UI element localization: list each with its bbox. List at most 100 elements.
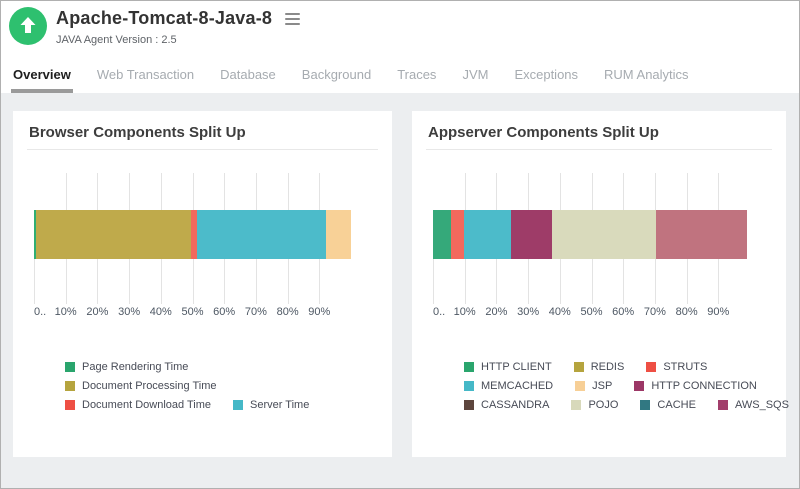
axis-tick-label: 90%	[308, 306, 331, 318]
axis-tick-label: 70%	[244, 306, 267, 318]
legend-label: POJO	[588, 399, 619, 411]
title-divider	[426, 149, 772, 150]
legend-item-cassandra[interactable]: CASSANDRA	[464, 399, 549, 411]
legend-label: MEMCACHED	[481, 380, 554, 392]
title-divider	[27, 149, 378, 150]
axis-tick-label: 20%	[86, 306, 109, 318]
bar-segment-page-rendering-time[interactable]	[34, 210, 36, 259]
tab-overview[interactable]: Overview	[11, 67, 73, 93]
chart-legend: HTTP CLIENT REDIS STRUTS MEMCACHED JSP HTTP C…	[464, 361, 789, 411]
legend-label: STRUTS	[663, 361, 708, 373]
app-header: Apache-Tomcat-8-Java-8 JAVA Agent Versio…	[1, 1, 799, 58]
page-title: Apache-Tomcat-8-Java-8	[56, 8, 273, 28]
legend-swatch	[65, 400, 75, 410]
axis-tick-label: 30%	[118, 306, 141, 318]
legend-swatch	[65, 362, 75, 372]
browser-components-card: Browser Components Split Up 0.. 10% 20% 30%…	[13, 111, 392, 457]
bar-segment-server-time[interactable]	[196, 210, 326, 259]
legend-label: REDIS	[590, 361, 625, 373]
legend-item-document-processing-time[interactable]: Document Processing Time	[65, 380, 217, 392]
axis-tick-label: 90%	[707, 306, 730, 318]
axis-tick-label: 50%	[181, 306, 204, 318]
legend-item-http-connection[interactable]: HTTP CONNECTION	[634, 380, 757, 392]
legend-swatch	[634, 381, 645, 391]
legend-row: Document Processing Time	[65, 380, 392, 392]
tab-bar: Overview Web Transaction Database Backgr…	[1, 58, 799, 93]
axis-zero-tick	[433, 259, 434, 304]
legend-item-server-time[interactable]: Server Time	[233, 399, 309, 411]
bar-segment-http-connection[interactable]	[510, 210, 552, 259]
axis-tick-label: 80%	[276, 306, 299, 318]
legend-label: Document Download Time	[82, 399, 212, 411]
legend-swatch	[233, 400, 244, 410]
axis-tick-label: 40%	[548, 306, 571, 318]
legend-swatch	[464, 362, 474, 372]
bar-segment-struts[interactable]	[451, 210, 465, 259]
legend-item-struts[interactable]: STRUTS	[646, 361, 707, 373]
axis-zero-tick	[34, 259, 35, 304]
tab-rum-analytics[interactable]: RUM Analytics	[604, 67, 689, 82]
chart-legend: Page Rendering Time Document Processing T…	[65, 361, 392, 411]
bar-segment-pojo[interactable]	[551, 210, 656, 259]
chart-title: Appserver Components Split Up	[428, 124, 659, 141]
dashboard-content: Browser Components Split Up 0.. 10% 20% 30%…	[1, 93, 799, 488]
tab-jvm[interactable]: JVM	[462, 67, 489, 82]
bar-segment-http-client[interactable]	[433, 210, 452, 259]
legend-item-redis[interactable]: REDIS	[573, 361, 625, 373]
axis-tick-label: 10%	[54, 306, 77, 318]
legend-swatch	[575, 381, 586, 391]
axis-tick-label: 50%	[580, 306, 603, 318]
legend-item-http-client[interactable]: HTTP CLIENT	[464, 361, 552, 373]
axis-tick-label: 20%	[485, 306, 508, 318]
legend-item-jsp[interactable]: JSP	[575, 380, 612, 392]
appserver-components-card: Appserver Components Split Up 0.. 10% 20% 3…	[412, 111, 789, 457]
legend-row: MEMCACHED JSP HTTP CONNECTION	[464, 380, 786, 392]
axis-tick-label: 0..	[433, 306, 446, 318]
tab-traces[interactable]: Traces	[397, 67, 437, 82]
tab-background[interactable]: Background	[301, 67, 372, 82]
legend-item-document-download-time[interactable]: Document Download Time	[65, 399, 211, 411]
legend-label: AWS_SQS	[734, 399, 789, 411]
legend-item-cache[interactable]: CACHE	[640, 399, 696, 411]
legend-label: CASSANDRA	[481, 399, 550, 411]
bar-segment-memcached[interactable]	[464, 210, 511, 259]
legend-item-page-rendering-time[interactable]: Page Rendering Time	[65, 361, 188, 373]
chart-title: Browser Components Split Up	[29, 124, 246, 141]
agent-version-label: JAVA Agent Version : 2.5	[56, 34, 177, 46]
bar-segment[interactable]	[325, 210, 351, 259]
legend-label: Server Time	[250, 399, 310, 411]
legend-swatch	[646, 362, 657, 372]
legend-row: CASSANDRA POJO CACHE AWS_SQS	[464, 399, 789, 411]
stacked-bar	[433, 210, 750, 259]
status-circle	[9, 7, 47, 45]
tab-web-transaction[interactable]: Web Transaction	[96, 67, 195, 82]
appserver-components-chart: 0.. 10% 20% 30% 40% 50% 60% 70% 80% 90%	[412, 150, 786, 322]
tab-database[interactable]: Database	[220, 67, 276, 82]
legend-swatch	[464, 400, 474, 410]
legend-label: Document Processing Time	[82, 380, 217, 392]
tab-exceptions[interactable]: Exceptions	[514, 67, 579, 82]
bar-segment-document-download-time[interactable]	[190, 210, 197, 259]
legend-swatch	[464, 381, 474, 391]
legend-swatch	[571, 400, 582, 410]
legend-swatch	[640, 400, 651, 410]
bar-segment-aws-sqs[interactable]	[655, 210, 748, 259]
axis-tick-label: 0..	[34, 306, 47, 318]
axis-tick-label: 70%	[643, 306, 666, 318]
legend-label: HTTP CONNECTION	[651, 380, 757, 392]
legend-swatch	[573, 362, 584, 372]
legend-label: JSP	[592, 380, 613, 392]
axis-tick-label: 30%	[517, 306, 540, 318]
bar-segment-document-processing-time[interactable]	[35, 210, 191, 259]
legend-item-memcached[interactable]: MEMCACHED	[464, 380, 553, 392]
legend-item-aws-sqs[interactable]: AWS_SQS	[717, 399, 789, 411]
legend-row: Document Download Time Server Time	[65, 399, 392, 411]
arrow-up-icon	[9, 7, 47, 45]
legend-swatch	[65, 381, 75, 391]
axis-tick-label: 60%	[612, 306, 635, 318]
axis-tick-label: 10%	[453, 306, 476, 318]
browser-components-chart: 0.. 10% 20% 30% 40% 50% 60% 70% 80% 90%	[13, 150, 392, 322]
stacked-bar	[34, 210, 351, 259]
legend-item-pojo[interactable]: POJO	[571, 399, 618, 411]
hamburger-menu-icon[interactable]	[283, 11, 302, 27]
